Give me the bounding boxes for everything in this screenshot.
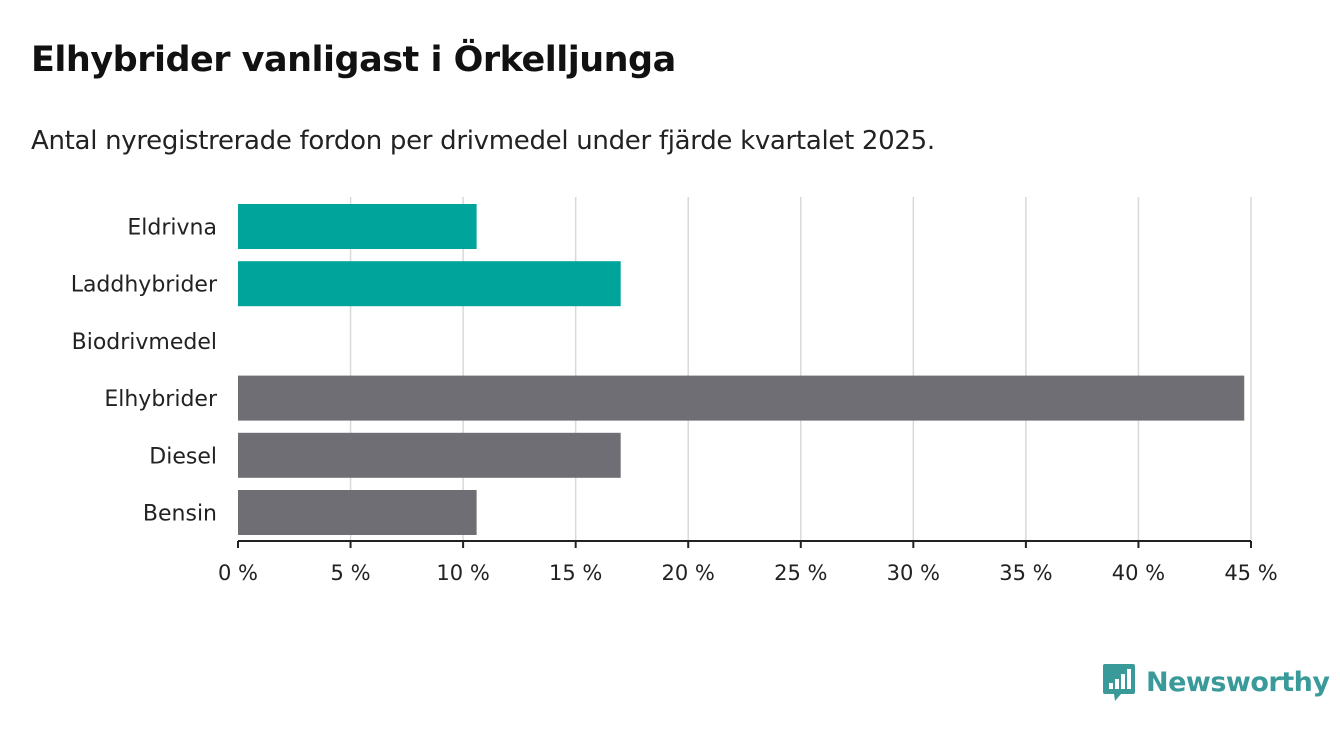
x-tick-label-20: 20 % [662, 561, 715, 585]
newsworthy-logo: Newsworthy [1102, 662, 1330, 702]
x-tick-label-0: 0 % [218, 561, 258, 585]
bar-bensin [238, 490, 477, 535]
x-tick-label-45: 45 % [1224, 561, 1277, 585]
category-label-laddhybrider: Laddhybrider [71, 273, 218, 298]
x-tick-label-5: 5 % [331, 561, 371, 585]
chart-title: Elhybrider vanligast i Örkelljunga [31, 40, 676, 80]
bar-laddhybrider [238, 261, 621, 307]
x-tick-label-35: 35 % [999, 561, 1052, 585]
gridlines [349, 197, 1252, 541]
category-label-diesel: Diesel [149, 444, 217, 469]
x-tick-label-25: 25 % [774, 561, 827, 585]
x-tick-label-30: 30 % [887, 561, 940, 585]
chart-subtitle: Antal nyregistrerade fordon per drivmede… [31, 126, 935, 156]
brand-name: Newsworthy [1146, 666, 1330, 698]
category-labels: Eldrivna Laddhybrider Biodrivmedel Elhybrid… [71, 216, 218, 527]
bar-chart-speech-bubble-icon [1103, 664, 1135, 701]
bar-elhybrider [238, 375, 1245, 421]
category-label-biodrivmedel: Biodrivmedel [72, 330, 217, 355]
category-label-elhybrider: Elhybrider [104, 387, 218, 412]
bar-diesel [238, 432, 621, 478]
x-tick-label-10: 10 % [436, 561, 489, 585]
bars [238, 204, 1245, 535]
category-label-eldrivna: Eldrivna [127, 216, 217, 241]
category-label-bensin: Bensin [143, 502, 217, 527]
x-tick-label-15: 15 % [549, 561, 602, 585]
x-tick-label-40: 40 % [1112, 561, 1165, 585]
x-axis: 0 % 5 % 10 % 15 % 20 % 25 % 30 % 35 % 40 % 45 % [218, 540, 1278, 585]
bar-eldrivna [238, 204, 477, 249]
